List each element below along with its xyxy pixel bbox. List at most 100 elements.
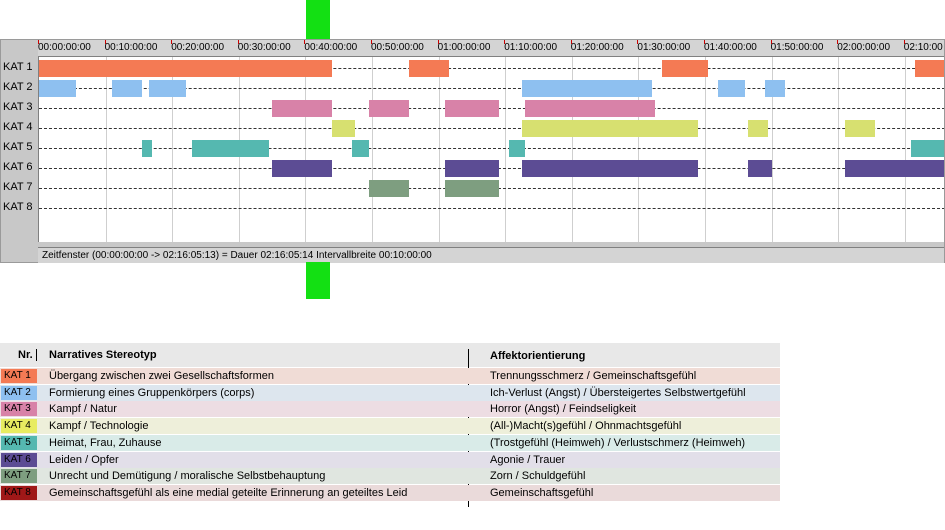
ruler-tick-label: 02:00:00:00 [837,42,891,53]
segment-bar[interactable] [521,160,699,177]
category-badge: KAT 8 [1,485,37,500]
segment-bar[interactable] [914,60,944,77]
stereotype-text: Kampf / Natur [49,403,117,416]
segment-bar[interactable] [445,160,499,177]
segment-bar[interactable] [148,80,186,97]
segment-bar[interactable] [445,100,499,117]
legend-row: KAT 7 Unrecht und Demütigung / moralische… [0,468,780,485]
affect-text: Horror (Angst) / Feindseligkeit [490,403,637,416]
grid-line [705,57,706,242]
legend-header-nr: Nr. [18,349,33,361]
legend-table: Nr. Narratives Stereotyp Affektorientier… [0,343,780,509]
stereotype-text: Heimat, Frau, Zuhause [49,436,162,449]
segment-bar[interactable] [368,180,409,197]
track-baseline [39,68,944,69]
segment-bar[interactable] [911,140,944,157]
segment-bar[interactable] [521,120,699,137]
stereotype-text: Leiden / Opfer [49,453,119,466]
legend-header-stereotype: Narratives Stereotyp [49,349,157,361]
ruler-tick-label: 00:50:00:00 [371,42,424,53]
stereotype-text: Gemeinschaftsgefühl als eine medial gete… [49,486,408,499]
stereotype-text: Übergang zwischen zwei Gesellschaftsform… [49,370,274,382]
track-baseline [39,148,944,149]
ruler-tick-mark [237,40,239,44]
track-label: KAT 1 [3,61,33,73]
affect-text: Ich-Verlust (Angst) / Übersteigertes Sel… [490,386,746,399]
segment-bar[interactable] [39,60,333,77]
stereotype-text: Formierung eines Gruppenkörpers (corps) [49,386,255,399]
affect-text: Gemeinschaftsgefühl [490,486,594,499]
segment-bar[interactable] [352,140,369,157]
grid-line [904,57,906,242]
track-label: KAT 7 [3,181,33,193]
legend-row: KAT 8 Gemeinschaftsgefühl als eine medial… [0,484,780,501]
segment-bar[interactable] [508,140,526,157]
legend-header-affect: Affektorientierung [490,350,586,362]
legend-header: Nr. Narratives Stereotyp Affektorientier… [0,343,780,367]
legend-row: KAT 5 Heimat, Frau, Zuhause (Trostgefühl (… [0,434,780,451]
ruler-tick-mark [504,40,506,44]
segment-bar[interactable] [272,160,333,177]
ruler-tick-mark [304,40,306,44]
ruler-tick-label: 01:30:00:00 [637,42,691,53]
ruler-tick-label: 00:10:00:00 [104,42,158,53]
ruler-tick-label: 00:30:00:00 [237,42,291,53]
track-baseline [39,128,944,129]
ruler-tick-label: 00:20:00:00 [171,42,225,53]
playhead-marker-top[interactable] [306,0,330,39]
affect-text: Zorn / Schuldgefühl [490,470,586,483]
segment-bar[interactable] [39,80,76,97]
segment-bar[interactable] [525,100,656,117]
segment-bar[interactable] [764,80,785,97]
segment-bar[interactable] [718,80,745,97]
grid-line [305,57,307,242]
segment-bar[interactable] [445,180,499,197]
segment-bar[interactable] [748,160,772,177]
legend-row: KAT 1 Übergang zwischen zwei Gesellschaft… [0,368,780,384]
segment-bar[interactable] [661,60,709,77]
legend-row: KAT 4 Kampf / Technologie (All-)Macht(s)ge… [0,418,780,435]
ruler-tick-mark [903,40,905,44]
segment-bar[interactable] [142,140,153,157]
category-badge: KAT 3 [1,402,37,417]
track-label: KAT 4 [3,121,33,133]
segment-bar[interactable] [368,100,409,117]
ruler-tick-label: 01:40:00:00 [704,42,757,53]
ruler-tick-mark [704,40,705,44]
time-ruler[interactable]: 00:00:00:00 00:10:00:00 00:20:00:00 00:30:0… [38,40,944,56]
playhead-marker-bottom[interactable] [306,262,330,299]
segment-bar[interactable] [408,60,449,77]
ruler-tick-label: 01:00:00:00 [437,42,491,53]
segment-bar[interactable] [272,100,333,117]
ruler-tick-label: 00:00:00:00 [38,42,91,53]
category-badge: KAT 1 [1,369,37,383]
segment-bar[interactable] [844,160,944,177]
grid-line [172,57,174,242]
header-divider [36,349,37,361]
segment-bar[interactable] [332,120,356,137]
segment-bar[interactable] [748,120,769,137]
track-label: KAT 8 [3,201,33,213]
affect-text: Trennungsschmerz / Gemeinschaftsgefühl [490,370,697,382]
category-badge: KAT 6 [1,452,37,467]
track-baseline [39,208,944,209]
affect-text: (Trostgefühl (Heimweh) / Verlustschmerz … [490,436,746,449]
track-label: KAT 6 [3,161,33,173]
timeline-panel: 00:00:00:00 00:10:00:00 00:20:00:00 00:30:0… [0,39,945,263]
ruler-tick-mark [770,40,772,44]
status-bar: Zeitfenster (00:00:00:00 -> 02:16:05:13)… [38,247,944,263]
segment-bar[interactable] [844,120,875,137]
grid-line [571,57,573,242]
stereotype-text: Unrecht und Demütigung / moralische Selb… [49,470,326,483]
segment-bar[interactable] [192,140,269,157]
ruler-tick-mark [837,40,839,44]
ruler-tick-label: 00:40:00:00 [304,42,358,53]
segment-bar[interactable] [112,80,143,97]
grid-line [638,57,640,242]
track-baseline [39,88,944,89]
category-badge: KAT 5 [1,435,37,450]
affect-text: (All-)Macht(s)gefühl / Ohnmachtsgefühl [490,420,682,433]
segment-bar[interactable] [521,80,652,97]
timeline-plot[interactable] [38,56,944,242]
grid-line [505,57,507,242]
